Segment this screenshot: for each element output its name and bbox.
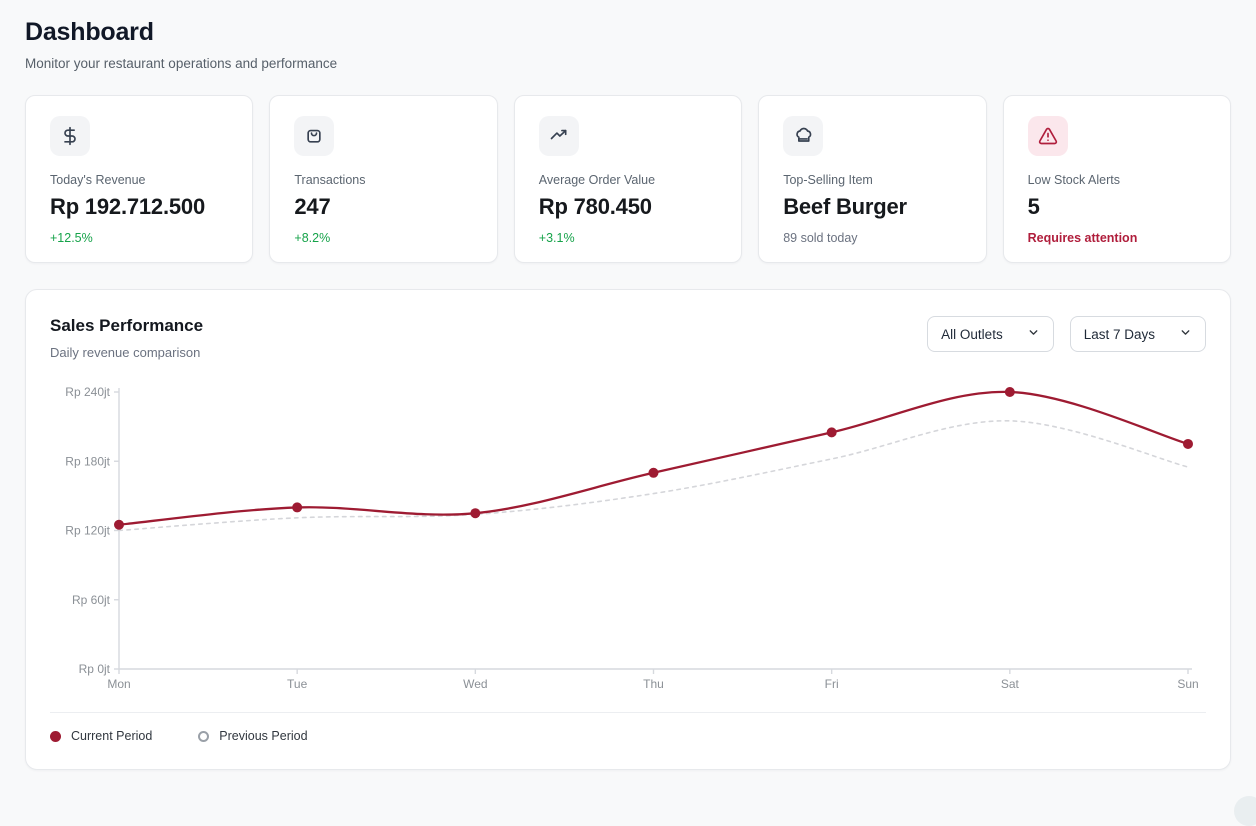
page-title: Dashboard [25, 18, 154, 46]
chart-axes [118, 388, 1192, 670]
stat-card-low-stock: Low Stock Alerts 5 Requires attention [1002, 95, 1231, 263]
x-tick-label: Mon [107, 677, 130, 691]
chart-subtitle: Daily revenue comparison [50, 345, 201, 360]
x-tick-label: Sat [1001, 677, 1020, 691]
current-period-dot-icon [50, 730, 61, 742]
stat-delta: Requires attention [1027, 231, 1138, 245]
stat-delta: +8.2% [294, 231, 331, 245]
x-tick-label: Tue [287, 677, 308, 691]
y-tick-label: Rp 240jt [65, 385, 110, 399]
stat-label: Today's Revenue [50, 173, 146, 187]
stat-delta: +3.1% [538, 231, 575, 245]
data-point[interactable] [470, 508, 481, 519]
x-tick-label: Wed [463, 677, 487, 691]
chart-filters: All Outlets Last 7 Days [927, 316, 1206, 352]
series-previous-period [118, 420, 1189, 532]
data-point[interactable] [648, 467, 659, 478]
chevron-down-icon [1179, 326, 1192, 342]
stat-card-avg-order: Average Order Value Rp 780.450 +3.1% [513, 95, 743, 263]
outlet-select-value: All Outlets [941, 326, 1003, 342]
alert-triangle-icon [1027, 116, 1068, 156]
stat-delta: 89 sold today [783, 231, 858, 245]
data-point[interactable] [292, 502, 303, 513]
trending-up-icon [538, 116, 579, 156]
stat-label: Average Order Value [538, 173, 656, 187]
x-tick-label: Thu [643, 677, 664, 691]
x-tick-label: Sun [1177, 677, 1198, 691]
legend-label: Previous Period [219, 729, 308, 743]
series-current-period [114, 387, 1193, 530]
stat-card-transactions: Transactions 247 +8.2% [269, 95, 498, 263]
shopping-bag-icon [294, 116, 335, 156]
y-tick-label: Rp 120jt [65, 524, 110, 538]
data-point[interactable] [1004, 387, 1015, 397]
stat-value: Beef Burger [783, 194, 907, 219]
sales-chart-svg: Rp 0jt Rp 60jt Rp 120jt Rp 180jt Rp 240jt Mon… [65, 385, 1199, 691]
corner-widget[interactable] [1234, 796, 1256, 826]
stat-label: Top-Selling Item [783, 173, 873, 187]
stat-delta: +12.5% [50, 231, 93, 245]
chart-title: Sales Performance [50, 316, 204, 335]
date-range-select[interactable]: Last 7 Days [1069, 316, 1206, 352]
stat-card-top-item: Top-Selling Item Beef Burger 89 sold tod… [758, 95, 987, 263]
y-axis-ticks: Rp 0jt Rp 60jt Rp 120jt Rp 180jt Rp 240jt [65, 385, 119, 676]
y-tick-label: Rp 60jt [72, 593, 111, 607]
chevron-down-icon [1027, 326, 1040, 342]
outlet-select[interactable]: All Outlets [927, 316, 1054, 352]
x-axis-ticks: Mon Tue Wed Thu Fri Sat Sun [107, 669, 1199, 691]
legend-item-previous[interactable]: Previous Period [198, 729, 308, 743]
stat-value: Rp 780.450 [538, 194, 652, 219]
dashboard-page: Dashboard Monitor your restaurant operat… [25, 18, 1231, 770]
stat-card-revenue: Today's Revenue Rp 192.712.500 +12.5% [25, 95, 254, 263]
dollar-icon [50, 116, 90, 156]
data-point[interactable] [114, 519, 124, 530]
legend-item-current[interactable]: Current Period [50, 729, 152, 743]
stat-label: Low Stock Alerts [1027, 173, 1120, 187]
sales-performance-card: Sales Performance Daily revenue comparis… [25, 289, 1231, 770]
data-point[interactable] [826, 427, 837, 438]
stat-value: Rp 192.712.500 [50, 194, 205, 219]
page-subtitle: Monitor your restaurant operations and p… [25, 56, 338, 71]
sales-line-chart: Rp 0jt Rp 60jt Rp 120jt Rp 180jt Rp 240jt Mon… [50, 382, 1206, 700]
legend-label: Current Period [71, 729, 153, 743]
chart-heading: Sales Performance Daily revenue comparis… [50, 316, 203, 360]
stat-label: Transactions [294, 173, 366, 187]
x-tick-label: Fri [825, 677, 839, 691]
data-point[interactable] [1183, 438, 1193, 449]
page-header: Dashboard Monitor your restaurant operat… [25, 18, 1231, 71]
previous-period-ring-icon [198, 730, 210, 742]
chef-hat-icon [783, 116, 824, 156]
stat-value: 247 [294, 194, 331, 219]
stat-cards-row: Today's Revenue Rp 192.712.500 +12.5% Tr… [25, 95, 1231, 263]
stat-value: 5 [1027, 194, 1040, 219]
chart-legend: Current Period Previous Period [50, 712, 1206, 753]
y-tick-label: Rp 180jt [65, 454, 110, 468]
date-range-select-value: Last 7 Days [1083, 326, 1155, 342]
y-tick-label: Rp 0jt [79, 662, 111, 676]
